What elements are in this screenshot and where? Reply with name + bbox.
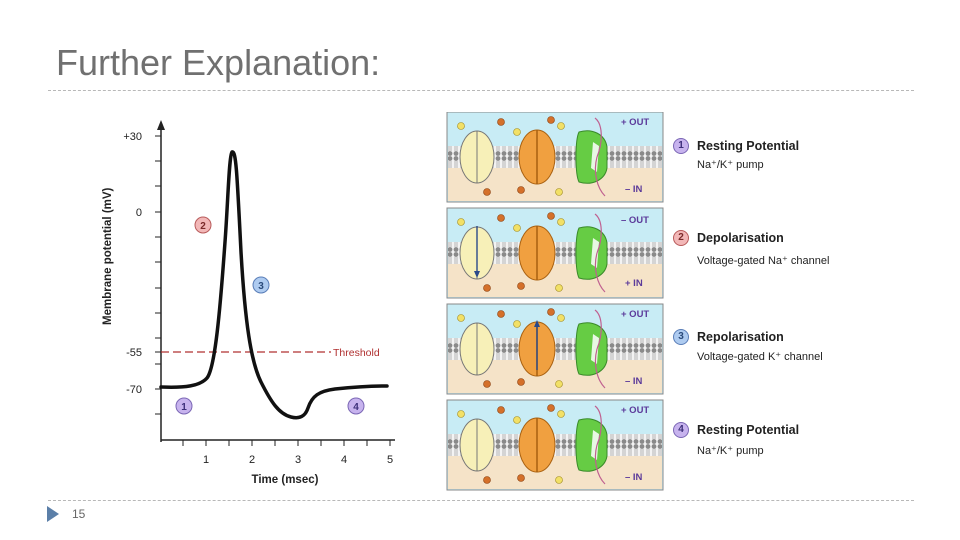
panel-top-label: + OUT — [621, 117, 649, 128]
panel-bottom-label: – IN — [625, 472, 643, 483]
stage-title: Resting Potential — [697, 423, 800, 437]
panel-bottom-label: – IN — [625, 376, 643, 387]
graph-marker-4: 4 — [347, 397, 365, 415]
stage-title: Depolarisation — [697, 231, 784, 245]
panel-depolarisation: – OUT + IN — [446, 207, 664, 299]
graph-marker-1: 1 — [175, 397, 193, 415]
panel-bottom-label: + IN — [625, 278, 643, 289]
stage-number: 2 — [673, 230, 689, 246]
graph-marker-2: 2 — [194, 216, 212, 234]
x-tick-label: 5 — [387, 454, 393, 466]
stage-title: Repolarisation — [697, 330, 784, 344]
stage-3: 3 Repolarisation Voltage-gated K⁺ channe… — [670, 304, 930, 364]
slide-number: 15 — [72, 507, 86, 521]
footer-arrow-icon — [47, 506, 59, 522]
y-tick-label: -70 — [126, 384, 142, 396]
threshold-label: Threshold — [333, 347, 380, 359]
panel-repolarisation: + OUT – IN — [446, 303, 664, 395]
stage-number: 1 — [673, 138, 689, 154]
x-tick-label: 4 — [341, 454, 347, 466]
top-divider — [48, 90, 914, 91]
y-tick-label: +30 — [123, 131, 142, 143]
panel-resting-potential: + OUT – IN — [446, 112, 664, 203]
action-potential-trace — [159, 150, 389, 420]
stage-1: 1 Resting Potential Na⁺/K⁺ pump — [670, 112, 930, 172]
marker-number: 1 — [181, 402, 187, 413]
stage-subtitle: Voltage-gated Na⁺ channel — [697, 255, 830, 267]
panel-top-label: + OUT — [621, 405, 649, 416]
stage-subtitle: Na⁺/K⁺ pump — [697, 445, 764, 457]
stage-title: Resting Potential — [697, 139, 800, 153]
panel-resting-potential-return: + OUT – IN — [446, 399, 664, 491]
stage-4: 4 Resting Potential Na⁺/K⁺ pump — [670, 400, 930, 460]
action-potential-graph: +30 0 -55 -70 Membrane potential (mV) 1 … — [102, 120, 395, 486]
slide-title: Further Explanation: — [56, 42, 381, 83]
y-tick-label: -55 — [126, 347, 142, 359]
x-tick-marks — [182, 440, 391, 446]
y-axis-arrow — [157, 120, 165, 130]
stage-number: 3 — [673, 329, 689, 345]
stage-subtitle: Voltage-gated K⁺ channel — [697, 351, 823, 363]
stage-number: 4 — [673, 422, 689, 438]
y-axis-label: Membrane potential (mV) — [102, 187, 114, 325]
marker-number: 4 — [353, 402, 359, 413]
x-tick-label: 2 — [249, 454, 255, 466]
x-tick-label: 3 — [295, 454, 301, 466]
panel-top-label: – OUT — [621, 215, 649, 226]
panel-top-label: + OUT — [621, 309, 649, 320]
marker-number: 2 — [200, 221, 206, 232]
marker-number: 3 — [258, 281, 264, 292]
graph-marker-3: 3 — [252, 276, 270, 294]
membrane-panels: + OUT – IN – OUT + IN + OUT – IN + OUT –… — [446, 112, 664, 491]
x-axis-label: Time (msec) — [252, 474, 319, 486]
x-tick-label: 1 — [203, 454, 209, 466]
stage-labels: 1 Resting Potential Na⁺/K⁺ pump 2 Depola… — [670, 112, 930, 492]
panel-bottom-label: – IN — [625, 184, 643, 195]
stage-subtitle: Na⁺/K⁺ pump — [697, 159, 764, 171]
y-minor-ticks — [155, 135, 161, 415]
stage-2: 2 Depolarisation Voltage-gated Na⁺ chann… — [670, 208, 930, 268]
y-tick-label: 0 — [136, 207, 142, 219]
bottom-divider — [48, 500, 914, 501]
